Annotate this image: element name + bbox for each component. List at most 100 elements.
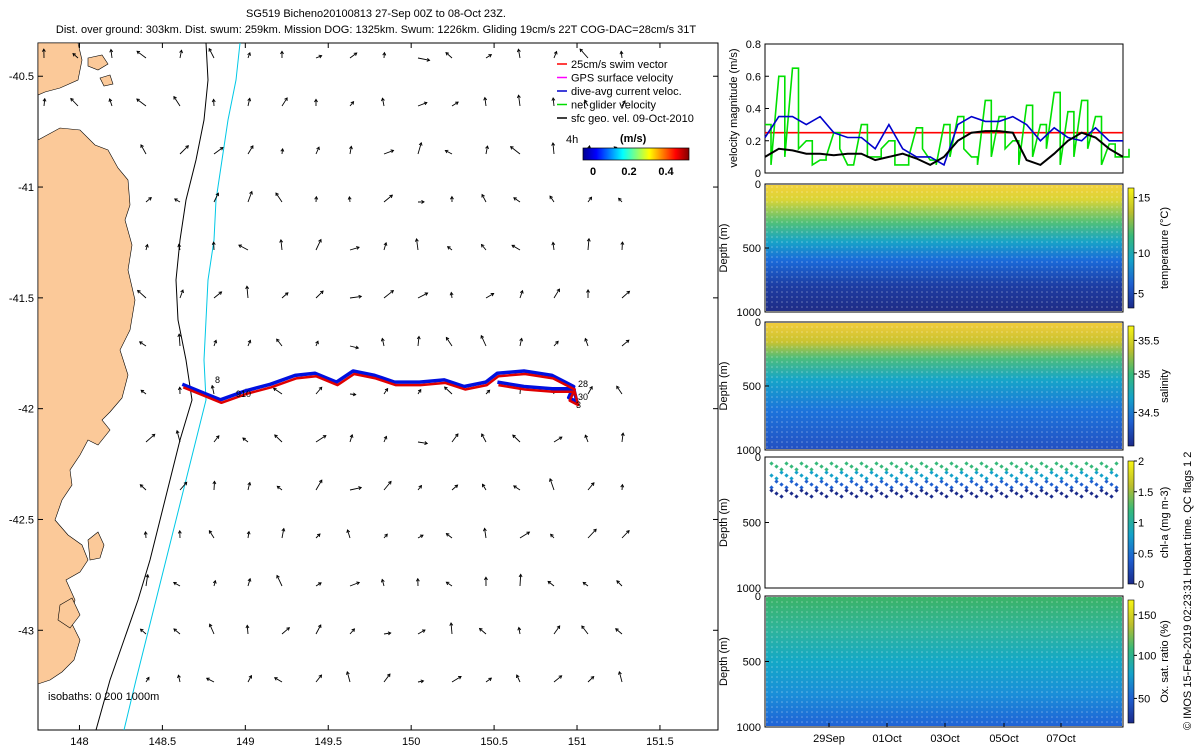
chl-point	[1074, 491, 1079, 496]
current-arrow-head	[421, 200, 425, 204]
current-arrow	[109, 98, 113, 107]
chl-point	[869, 467, 874, 472]
chl-point	[879, 479, 884, 484]
section-ylabel: Depth (m)	[718, 224, 730, 273]
colorbar-tick-label: 100	[1138, 650, 1156, 662]
current-arrow	[512, 434, 521, 443]
current-arrow-head	[582, 581, 587, 586]
map-ytick-label: -41.5	[9, 293, 34, 305]
current-arrow-head	[320, 290, 324, 295]
current-arrow-head	[553, 50, 558, 55]
land-island-north	[37, 42, 83, 96]
current-arrow-head	[558, 675, 563, 679]
current-arrow	[553, 341, 559, 347]
velocity-series-dive-avg-current	[764, 115, 1123, 167]
current-arrow-head	[356, 581, 361, 586]
chl-point	[949, 473, 954, 478]
current-arrow	[315, 239, 322, 251]
current-arrow	[616, 385, 623, 395]
chl-point	[884, 467, 889, 472]
current-arrow	[213, 147, 224, 155]
section-panel-1: 0 500 1000 Depth (m) 15 10 5 temperature (°C)	[718, 179, 1171, 319]
chl-point	[864, 479, 869, 484]
chl-point	[1064, 467, 1069, 472]
current-arrow-head	[177, 243, 182, 248]
chl-point	[999, 491, 1004, 496]
current-arrow-head	[625, 339, 630, 344]
chl-point	[969, 479, 974, 484]
chl-point	[964, 488, 969, 493]
section-ytick-label: 0	[755, 317, 761, 329]
chl-point	[859, 473, 864, 478]
chl-point	[1069, 473, 1074, 478]
current-arrow	[349, 295, 362, 299]
chl-point	[1104, 491, 1109, 496]
map-ytick-label: -42.5	[9, 514, 34, 526]
current-arrow-head	[620, 432, 625, 437]
current-arrow-head	[138, 341, 143, 345]
chl-point	[959, 482, 964, 487]
current-arrow-head	[480, 243, 485, 248]
chl-point	[789, 464, 794, 469]
current-arrow	[315, 290, 324, 299]
chl-point	[1004, 494, 1009, 499]
map-xtick-label: 149	[236, 736, 254, 748]
chl-point	[829, 485, 834, 490]
current-arrow	[280, 239, 283, 251]
chl-point	[1084, 461, 1089, 466]
current-arrow	[247, 98, 251, 107]
current-arrow	[140, 389, 147, 395]
chl-point	[984, 491, 989, 496]
chl-point	[924, 491, 929, 496]
chl-point	[1064, 470, 1069, 475]
chl-point	[1019, 470, 1024, 475]
current-arrow	[417, 142, 422, 155]
current-arrow-head	[445, 51, 450, 56]
current-arrow	[446, 533, 453, 539]
chl-point	[944, 470, 949, 475]
current-arrow-head	[347, 196, 352, 200]
current-arrow-head	[280, 50, 284, 55]
current-arrow	[451, 433, 459, 443]
section-ylabel: Depth (m)	[718, 637, 730, 686]
colorbar-tick-label: 34.5	[1138, 407, 1159, 419]
current-arrow	[417, 680, 424, 683]
current-arrow-head	[351, 628, 356, 632]
chl-point	[934, 488, 939, 493]
current-arrow	[206, 677, 215, 683]
chl-point	[834, 464, 839, 469]
current-arrow-head	[517, 626, 522, 631]
current-arrow	[417, 485, 422, 491]
current-arrow	[140, 484, 147, 491]
current-arrow-head	[353, 52, 358, 56]
chl-point	[884, 482, 889, 487]
chl-point	[1089, 479, 1094, 484]
current-arrow	[145, 197, 152, 203]
current-arrow	[482, 484, 487, 491]
chl-point	[824, 467, 829, 472]
chl-point	[794, 470, 799, 475]
chl-point	[909, 491, 914, 496]
current-arrow-head	[151, 433, 156, 438]
colorbar-tick-label: 0	[1138, 579, 1144, 591]
chl-point	[849, 476, 854, 481]
current-arrow-head	[316, 533, 321, 538]
current-arrow-head	[424, 292, 429, 296]
chl-point	[959, 494, 964, 499]
current-arrow-head	[41, 48, 46, 52]
chl-point	[794, 467, 799, 472]
current-arrow	[618, 671, 623, 683]
current-arrow-head	[70, 97, 74, 102]
current-arrow-head	[286, 627, 291, 631]
current-arrow	[615, 628, 623, 635]
current-arrow-head	[247, 481, 252, 486]
track-label-start: 8	[215, 375, 220, 385]
isobath-1000	[123, 42, 241, 731]
current-arrow-head	[318, 479, 323, 484]
current-arrow-head	[272, 387, 277, 392]
chl-point	[854, 470, 859, 475]
current-arrow	[579, 48, 589, 59]
chl-point	[814, 488, 819, 493]
chl-point	[1069, 488, 1074, 493]
